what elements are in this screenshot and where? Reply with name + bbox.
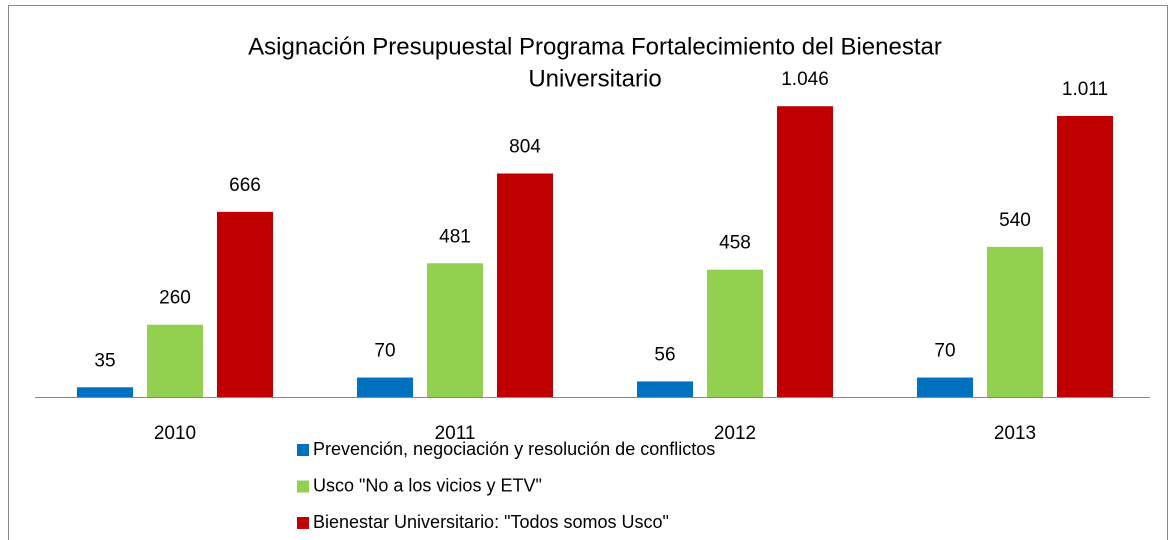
bar: [497, 173, 553, 397]
data-label: 804: [509, 137, 541, 158]
x-tick-label: 2013: [994, 423, 1036, 444]
bar: [707, 269, 763, 397]
legend-swatch: [297, 517, 309, 529]
bar: [777, 106, 833, 397]
x-tick-label: 2011: [435, 423, 476, 444]
bar: [147, 324, 203, 397]
x-tick-label: 2010: [154, 423, 196, 444]
data-label: 70: [934, 341, 955, 362]
chart-title: Universitario: [528, 65, 661, 92]
bar: [987, 246, 1043, 397]
legend-label: Usco "No a los vicios y ETV": [313, 475, 542, 495]
data-label: 35: [94, 350, 115, 371]
bar: [77, 387, 133, 397]
data-label: 540: [999, 210, 1031, 231]
bar: [1057, 115, 1113, 397]
legend-label: Prevención, negociación y resolución de …: [313, 439, 715, 459]
data-label: 481: [439, 226, 471, 247]
data-label: 260: [159, 288, 191, 309]
legend-swatch: [297, 444, 309, 456]
chart-title: Asignación Presupuestal Programa Fortale…: [248, 33, 942, 60]
data-label: 56: [654, 344, 675, 365]
chart-border: [8, 5, 1168, 540]
data-label: 666: [229, 175, 261, 196]
bar: [427, 263, 483, 397]
legend-label: Bienestar Universitario: "Todos somos Us…: [313, 512, 669, 532]
x-tick-label: 2012: [714, 423, 756, 444]
bar: [357, 377, 413, 397]
bar: [917, 377, 973, 397]
data-label: 1.011: [1062, 79, 1108, 100]
bar: [217, 211, 273, 397]
data-label: 70: [374, 341, 395, 362]
data-label: 1.046: [781, 69, 829, 90]
legend-swatch: [297, 480, 309, 493]
bar: [637, 381, 693, 397]
data-label: 458: [719, 233, 751, 254]
